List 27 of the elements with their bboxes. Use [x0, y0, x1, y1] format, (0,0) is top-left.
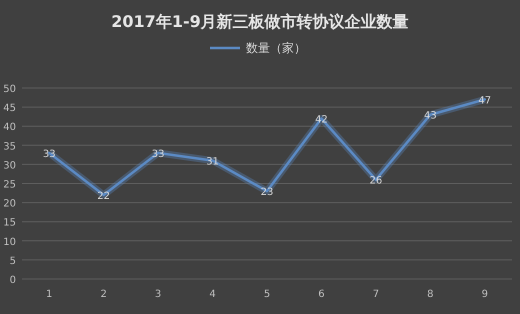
x-tick-label: 3 — [154, 289, 162, 300]
x-tick-label: 4 — [209, 289, 216, 300]
y-tick-label: 30 — [3, 160, 16, 172]
y-tick-label: 0 — [10, 275, 16, 286]
y-tick-label: 15 — [3, 218, 16, 229]
x-tick-label: 6 — [318, 289, 325, 300]
x-tick-label: 9 — [482, 289, 488, 300]
data-label: 42 — [315, 114, 328, 126]
y-tick-label: 25 — [3, 180, 16, 190]
x-tick-label: 8 — [427, 289, 434, 300]
y-tick-label: 5 — [10, 256, 16, 267]
x-tick-label: 5 — [264, 289, 270, 300]
legend-label: 数量（家） — [246, 41, 306, 55]
data-label: 22 — [97, 190, 110, 202]
y-tick-label: 35 — [3, 141, 16, 152]
chart-title: 2017年1-9月新三板做市转协议企业数量 — [111, 12, 409, 31]
data-label: 23 — [260, 187, 274, 198]
y-tick-label: 10 — [3, 236, 16, 248]
x-tick-label: 1 — [46, 289, 52, 300]
y-tick-label: 40 — [3, 122, 16, 134]
y-tick-label: 20 — [3, 198, 16, 210]
y-tick-label: 50 — [3, 84, 16, 95]
x-tick-label: 7 — [372, 289, 380, 300]
y-tick-label: 45 — [3, 103, 16, 114]
x-tick-label: 2 — [100, 289, 107, 300]
data-label: 33 — [152, 148, 164, 160]
data-label: 26 — [370, 176, 382, 187]
